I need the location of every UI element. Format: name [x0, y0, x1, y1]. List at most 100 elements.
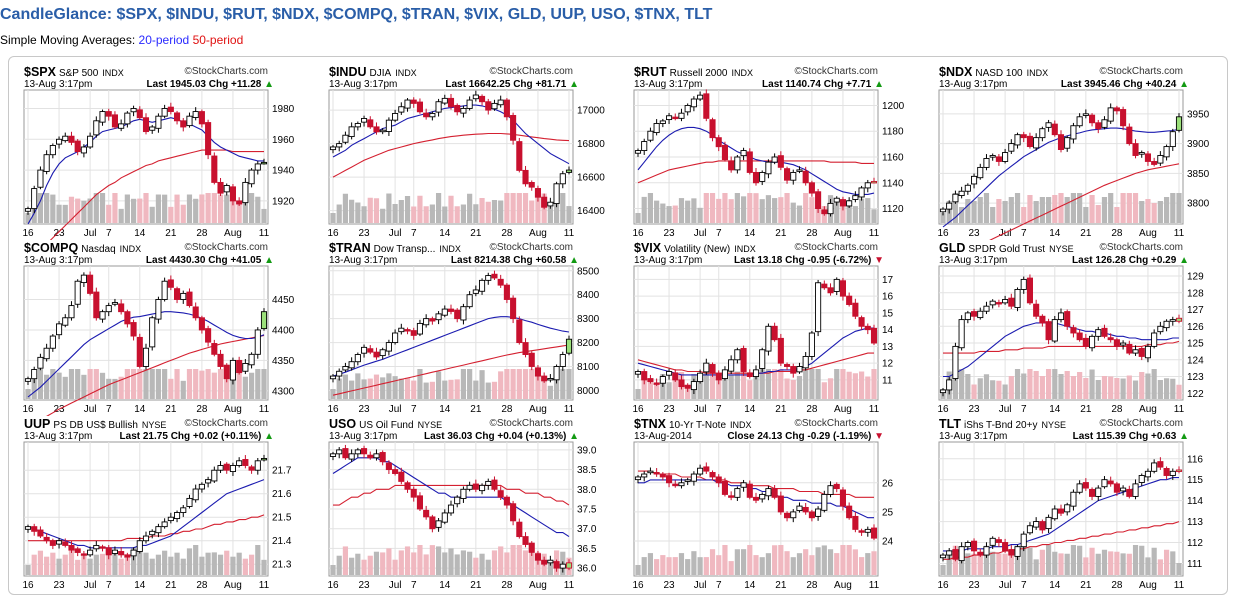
y-tick-label: 12	[882, 359, 894, 370]
volume-bar	[174, 552, 180, 575]
candle-body	[1107, 480, 1114, 485]
candle-body	[790, 511, 797, 519]
candle-body	[1045, 321, 1052, 341]
volume-bar	[44, 193, 50, 223]
chart-tran[interactable]: 16 23 Jul 7 14 21 28 Aug 11 8500 8400 8300 8200 8100 8…	[321, 240, 611, 416]
candle-body	[398, 327, 405, 333]
volume-bar	[1145, 373, 1151, 399]
volume-bar	[149, 369, 155, 399]
candle-body	[441, 97, 448, 104]
chart-gld[interactable]: 16 23 Jul 7 14 21 28 Aug 11 129 128 127 126 125 124 123…	[931, 240, 1221, 416]
candle-body	[136, 109, 143, 119]
candle-body	[1126, 126, 1133, 145]
volume-bar	[1027, 195, 1033, 223]
chart-name: Dow Transp...	[373, 244, 436, 255]
x-tick-label: 11	[259, 228, 270, 239]
chart-tlt[interactable]: 16 23 Jul 7 14 21 28 Aug 11 116 115 114 113 112 111 TLT…	[931, 416, 1221, 592]
candle-body	[690, 98, 697, 108]
candle-body	[242, 459, 249, 466]
chart-uso[interactable]: 16 23 Jul 7 14 21 28 Aug 11 39.0 38.5 38.0 37.5 37.0 3…	[321, 416, 611, 592]
candle-body	[223, 185, 230, 193]
volume-bar	[193, 369, 199, 399]
volume-bar	[1101, 549, 1108, 575]
volume-bar	[37, 550, 44, 575]
chart-rut[interactable]: 16 23 Jul 7 14 21 28 Aug 11 1200 1180 1160 1140 1120 $…	[626, 64, 916, 240]
volume-bar	[429, 381, 435, 399]
volume-bar	[491, 381, 498, 399]
volume-bar	[858, 557, 865, 575]
volume-bar	[211, 372, 217, 399]
x-tick-label: 14	[134, 580, 146, 591]
candle-body	[43, 536, 50, 542]
volume-bar	[342, 374, 349, 399]
volume-bar	[734, 549, 740, 575]
volume-bar	[373, 198, 380, 223]
candle-body	[37, 529, 44, 537]
candle-body	[740, 482, 747, 488]
copyright-icon: ©	[489, 66, 497, 77]
volume-bar	[1163, 549, 1170, 575]
candle-body	[958, 190, 965, 197]
change-label: Chg	[1123, 79, 1143, 90]
copyright-icon: ©	[184, 242, 192, 253]
volume-bar	[1064, 553, 1070, 575]
chart-vix[interactable]: 16 23 Jul 7 14 21 28 Aug 11 17 16 15 14 13 12 11 $VIX Vol…	[626, 240, 916, 416]
volume-bar	[106, 378, 112, 399]
candle-body	[839, 199, 846, 207]
last-label: Last	[445, 79, 466, 90]
chart-spx[interactable]: 16 23 Jul 7 14 21 28 Aug 11 1980 1960 1940 1920 $SPX S…	[16, 64, 306, 240]
volume-bar	[1002, 384, 1008, 399]
candle-body	[858, 317, 865, 327]
chart-plot: 16 23 Jul 7 14 21 28 Aug 11 129 128 127 126 125 124 123…	[937, 265, 1204, 415]
volume-bar	[429, 545, 435, 575]
volume-bar	[697, 557, 703, 575]
x-tick-label: Jul	[694, 404, 707, 415]
volume-bar	[1108, 376, 1114, 399]
candle-body	[559, 173, 566, 185]
volume-bar	[1132, 193, 1139, 223]
volume-bar	[1070, 545, 1077, 575]
candle-body	[260, 458, 268, 461]
chart-exchange: INDX	[734, 244, 756, 254]
volume-bar	[541, 376, 547, 399]
chart-tnx[interactable]: 16 23 Jul 7 14 21 28 Aug 11 26 25 24 $TNX 10-Yr T-Not…	[626, 416, 916, 592]
volume-bar	[498, 546, 504, 575]
x-tick-label: 14	[744, 404, 756, 415]
chart-compq[interactable]: 16 23 Jul 7 14 21 28 Aug 11 4450 4400 4350 4300 $COMP…	[16, 240, 306, 416]
volume-bar	[740, 549, 747, 575]
volume-bar	[380, 552, 386, 575]
volume-bar	[654, 384, 660, 399]
y-tick-label: 114	[1187, 496, 1203, 507]
candle-body	[653, 123, 660, 134]
chart-symbol-line: $SPX S&P 500 INDX	[24, 65, 124, 79]
candle-body	[1039, 521, 1046, 531]
volume-bar	[672, 373, 678, 399]
candle-body	[802, 506, 809, 513]
volume-bar	[87, 198, 93, 223]
volume-bar	[1108, 193, 1114, 223]
x-tick-label: 7	[411, 580, 417, 591]
chart-header: $INDU DJIA INDX ©StockCharts.com 13-Aug 3:17…	[321, 64, 611, 90]
volume-bar	[516, 193, 522, 223]
chart-ndx[interactable]: 16 23 Jul 7 14 21 28 Aug 11 3950 3900 3850 3800 $NDX N…	[931, 64, 1221, 240]
volume-bar	[1008, 376, 1014, 399]
y-tick-label: 38.0	[577, 485, 597, 496]
copyright-icon: ©	[184, 418, 192, 429]
candle-body	[87, 274, 94, 294]
volume-bar	[1157, 559, 1163, 575]
candle-body	[684, 105, 691, 113]
chart-indu[interactable]: 16 23 Jul 7 14 21 28 Aug 11 17000 16800 16600 16400 $…	[321, 64, 611, 240]
candle-body	[790, 366, 797, 374]
candle-body	[373, 126, 380, 133]
y-tick-label: 3900	[1187, 139, 1210, 150]
last-label: Last	[734, 255, 755, 266]
candle-body	[1132, 349, 1139, 354]
candle-body	[983, 158, 990, 168]
volume-bar	[765, 369, 772, 399]
chart-uup[interactable]: 16 23 Jul 7 14 21 28 Aug 11 21.7 21.6 21.5 21.4 21.3 U…	[16, 416, 306, 592]
change-label: Chg	[208, 79, 229, 90]
volume-bar	[448, 548, 454, 575]
volume-bar	[635, 389, 641, 399]
volume-bar	[398, 200, 404, 223]
volume-bar	[834, 369, 840, 399]
